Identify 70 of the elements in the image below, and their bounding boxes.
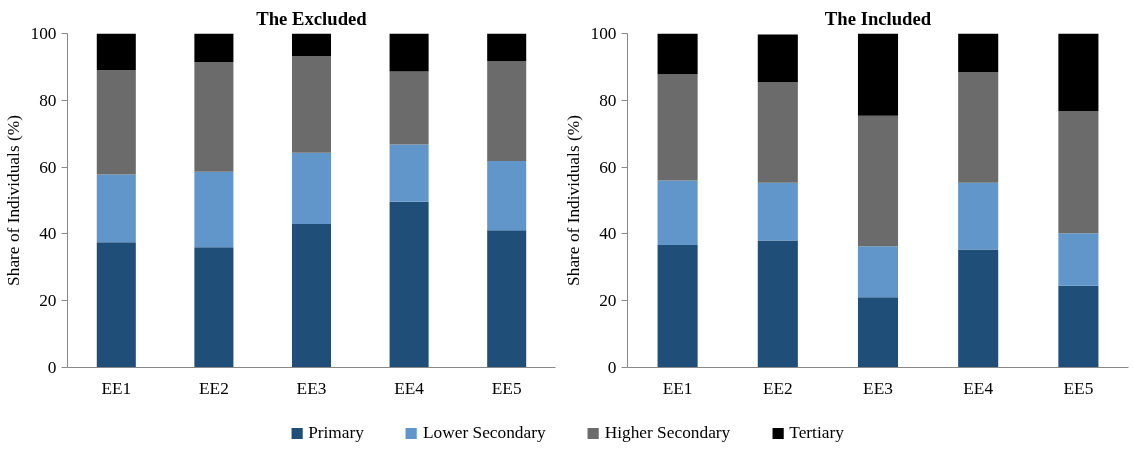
bar [487, 230, 527, 368]
bar [958, 72, 999, 183]
bar [96, 33, 136, 71]
bar [757, 240, 798, 368]
bar [857, 246, 899, 298]
y-tick-label: 40 [599, 224, 617, 244]
bar [96, 242, 136, 368]
bar [389, 33, 429, 72]
bar [389, 201, 429, 368]
legend-label: Lower Secondary [422, 423, 546, 443]
bar [757, 182, 798, 241]
x-tick-label: EE3 [296, 378, 327, 398]
x-tick-label: EE5 [491, 378, 522, 398]
y-axis-title: Share of Individuals (%) [563, 114, 583, 286]
bar [657, 73, 698, 181]
x-tick-label: EE4 [394, 378, 425, 398]
chart-title: The Excluded [256, 7, 368, 29]
bar [194, 247, 234, 368]
y-tick-label: 80 [599, 90, 617, 110]
bar [291, 56, 332, 153]
bar [958, 33, 999, 73]
legend-label: Tertiary [789, 423, 844, 443]
y-tick-label: 60 [599, 157, 617, 177]
bar [291, 152, 332, 224]
chart-title: The Included [824, 7, 932, 29]
x-tick-label: EE4 [963, 378, 994, 398]
bar [194, 61, 234, 172]
bar [958, 249, 999, 368]
bar [487, 161, 527, 231]
bar [1058, 33, 1099, 111]
bar [487, 33, 527, 61]
y-tick-label: 20 [39, 291, 57, 311]
y-tick-label: 20 [599, 291, 617, 311]
bar [757, 81, 798, 183]
x-tick-label: EE1 [101, 378, 132, 398]
bar [194, 33, 234, 62]
bar [487, 60, 527, 162]
bar [958, 182, 999, 250]
bar [1058, 110, 1099, 234]
bar [291, 33, 332, 57]
bar [96, 174, 136, 243]
x-tick-label: EE3 [863, 378, 893, 398]
y-tick-label: 80 [39, 90, 57, 110]
y-tick-label: 0 [607, 358, 617, 377]
y-tick-label: 60 [39, 157, 57, 177]
bar [96, 70, 136, 175]
y-axis-title: Share of Individuals (%) [3, 114, 23, 286]
bar [291, 223, 332, 368]
legend-label: Primary [308, 423, 364, 443]
y-tick-label: 100 [590, 24, 617, 43]
bar [389, 144, 429, 202]
x-tick-label: EE1 [662, 378, 693, 398]
bar [857, 33, 899, 116]
y-tick-label: 100 [30, 24, 57, 43]
bar [657, 33, 698, 74]
bar [657, 180, 698, 245]
y-tick-label: 40 [39, 224, 57, 244]
x-tick-label: EE2 [762, 378, 793, 398]
bar [657, 244, 698, 368]
bar [857, 297, 899, 368]
legend-label: Higher Secondary [604, 423, 731, 443]
x-tick-label: EE5 [1063, 378, 1094, 398]
bar [757, 34, 798, 82]
bar [857, 115, 899, 247]
x-tick-label: EE2 [198, 378, 229, 398]
bar [194, 171, 234, 248]
bar [1058, 285, 1099, 368]
y-tick-label: 0 [47, 358, 57, 377]
bar [389, 71, 429, 145]
bar [1058, 233, 1099, 286]
